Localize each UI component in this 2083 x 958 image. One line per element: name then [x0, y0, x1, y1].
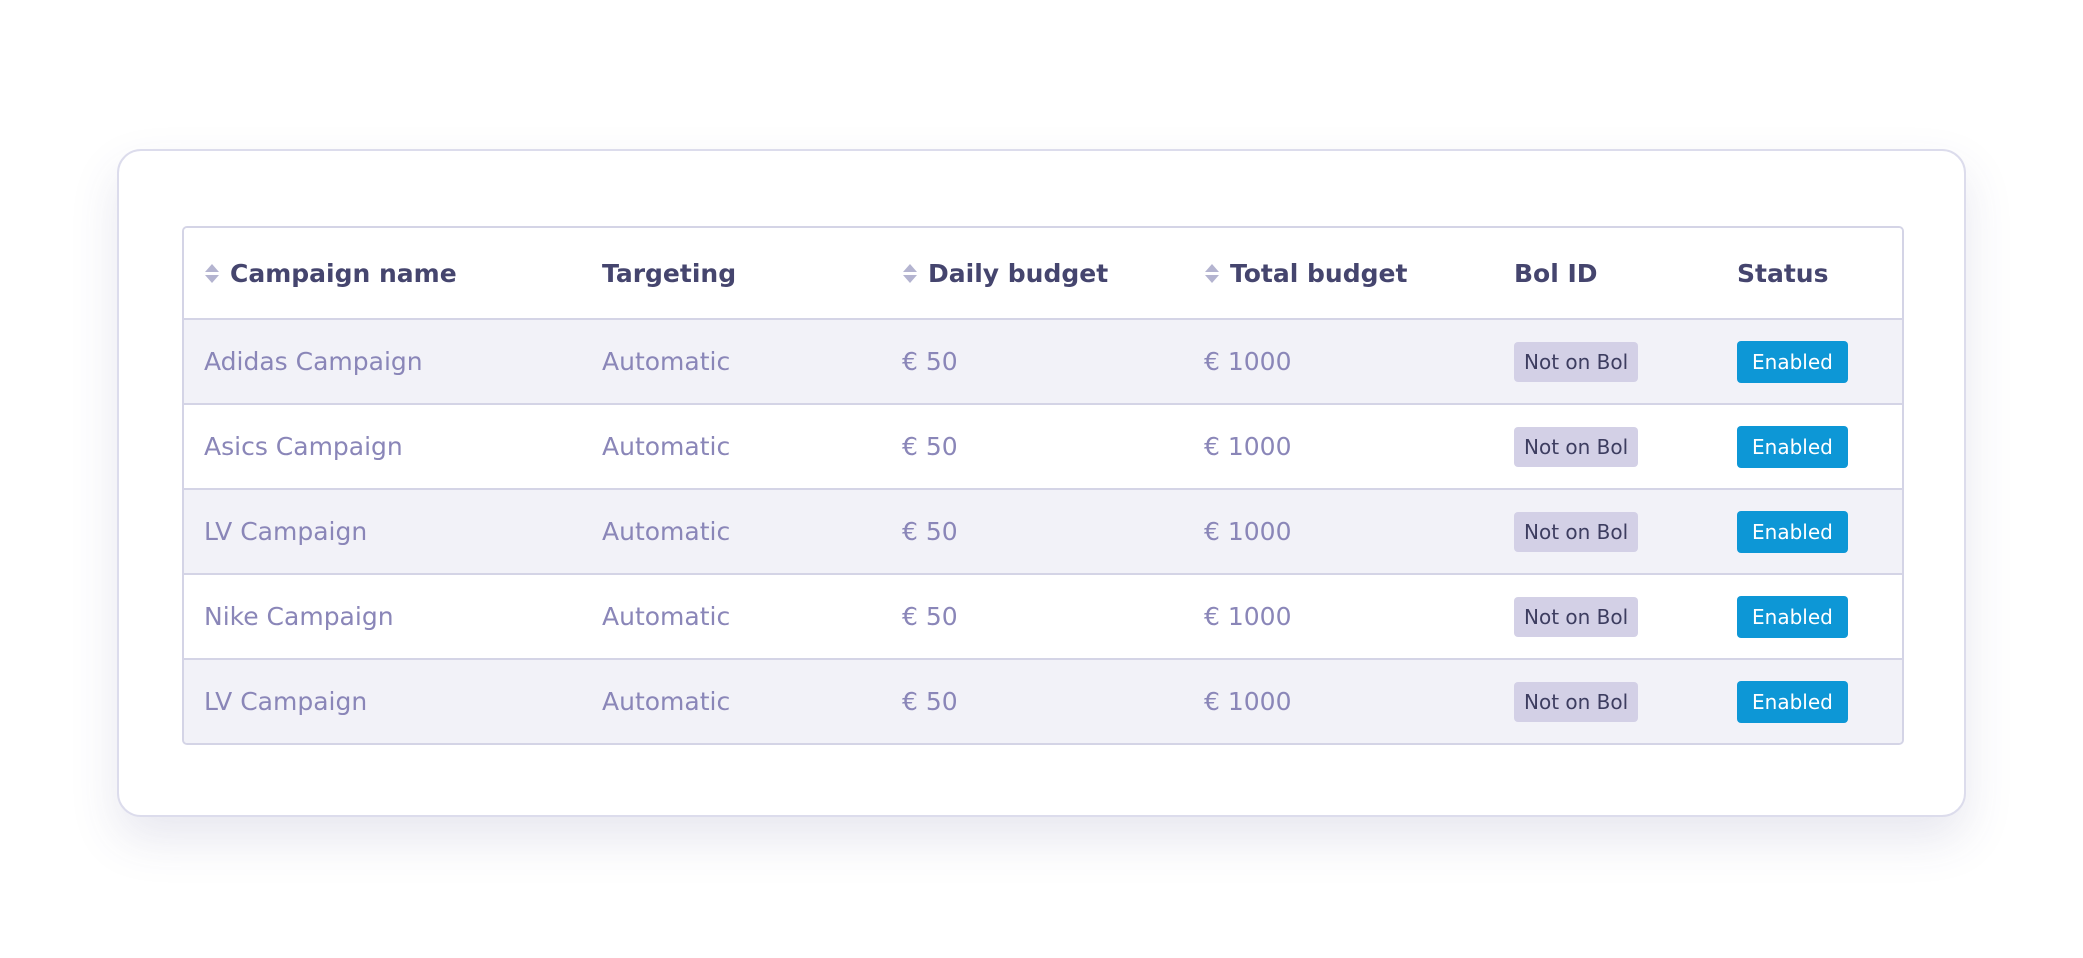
total-budget-cell: € 1000 [1204, 687, 1292, 716]
table-header: Campaign name Targeting Daily budget Tot… [184, 228, 1902, 318]
column-header-total-budget[interactable]: Total budget [1204, 228, 1407, 318]
daily-budget-cell: € 50 [902, 602, 958, 631]
campaign-name-cell: LV Campaign [204, 517, 368, 546]
status-badge[interactable]: Enabled [1737, 680, 1848, 723]
total-budget-cell: € 1000 [1204, 347, 1292, 376]
status-badge[interactable]: Enabled [1737, 510, 1848, 553]
bol-id-badge: Not on Bol [1514, 596, 1639, 637]
status-badge[interactable]: Enabled [1737, 340, 1848, 383]
targeting-cell: Automatic [602, 347, 731, 376]
column-header-label: Total budget [1230, 258, 1408, 288]
status-cell: Enabled [1737, 575, 1848, 658]
daily-budget-cell: € 50 [902, 432, 958, 461]
bol-id-badge: Not on Bol [1514, 511, 1639, 552]
campaign-name-cell: Adidas Campaign [204, 347, 423, 376]
campaign-name-cell: LV Campaign [204, 687, 368, 716]
column-header-label: Campaign name [230, 258, 457, 288]
sort-icon[interactable] [902, 263, 918, 283]
sort-icon[interactable] [1204, 263, 1220, 283]
table-row[interactable]: Asics Campaign Automatic € 50 € 1000 Not… [184, 403, 1902, 488]
bol-id-cell: Not on Bol [1514, 490, 1639, 573]
status-cell: Enabled [1737, 405, 1848, 488]
column-header-daily-budget[interactable]: Daily budget [902, 228, 1108, 318]
sort-icon[interactable] [204, 263, 220, 283]
column-header-campaign-name[interactable]: Campaign name [204, 228, 457, 318]
targeting-cell: Automatic [602, 602, 731, 631]
status-badge[interactable]: Enabled [1737, 425, 1848, 468]
table-row[interactable]: LV Campaign Automatic € 50 € 1000 Not on… [184, 488, 1902, 573]
column-header-label: Daily budget [928, 258, 1109, 288]
bol-id-cell: Not on Bol [1514, 405, 1639, 488]
campaign-name-cell: Asics Campaign [204, 432, 403, 461]
campaigns-table: Campaign name Targeting Daily budget Tot… [182, 226, 1904, 745]
bol-id-badge: Not on Bol [1514, 426, 1639, 467]
column-header-label: Status [1737, 258, 1829, 288]
table-row[interactable]: Adidas Campaign Automatic € 50 € 1000 No… [184, 318, 1902, 403]
targeting-cell: Automatic [602, 517, 731, 546]
bol-id-cell: Not on Bol [1514, 575, 1639, 658]
column-header-label: Targeting [602, 258, 737, 288]
column-header-targeting: Targeting [602, 228, 736, 318]
total-budget-cell: € 1000 [1204, 602, 1292, 631]
campaigns-card: Campaign name Targeting Daily budget Tot… [117, 149, 1966, 817]
bol-id-cell: Not on Bol [1514, 320, 1639, 403]
bol-id-badge: Not on Bol [1514, 341, 1639, 382]
table-row[interactable]: LV Campaign Automatic € 50 € 1000 Not on… [184, 658, 1902, 743]
targeting-cell: Automatic [602, 432, 731, 461]
status-cell: Enabled [1737, 660, 1848, 743]
daily-budget-cell: € 50 [902, 347, 958, 376]
campaign-name-cell: Nike Campaign [204, 602, 394, 631]
column-header-bol-id: Bol ID [1514, 228, 1598, 318]
column-header-status: Status [1737, 228, 1828, 318]
table-row[interactable]: Nike Campaign Automatic € 50 € 1000 Not … [184, 573, 1902, 658]
status-badge[interactable]: Enabled [1737, 595, 1848, 638]
status-cell: Enabled [1737, 490, 1848, 573]
daily-budget-cell: € 50 [902, 517, 958, 546]
targeting-cell: Automatic [602, 687, 731, 716]
total-budget-cell: € 1000 [1204, 517, 1292, 546]
column-header-label: Bol ID [1514, 258, 1598, 288]
total-budget-cell: € 1000 [1204, 432, 1292, 461]
bol-id-cell: Not on Bol [1514, 660, 1639, 743]
status-cell: Enabled [1737, 320, 1848, 403]
daily-budget-cell: € 50 [902, 687, 958, 716]
bol-id-badge: Not on Bol [1514, 681, 1639, 722]
